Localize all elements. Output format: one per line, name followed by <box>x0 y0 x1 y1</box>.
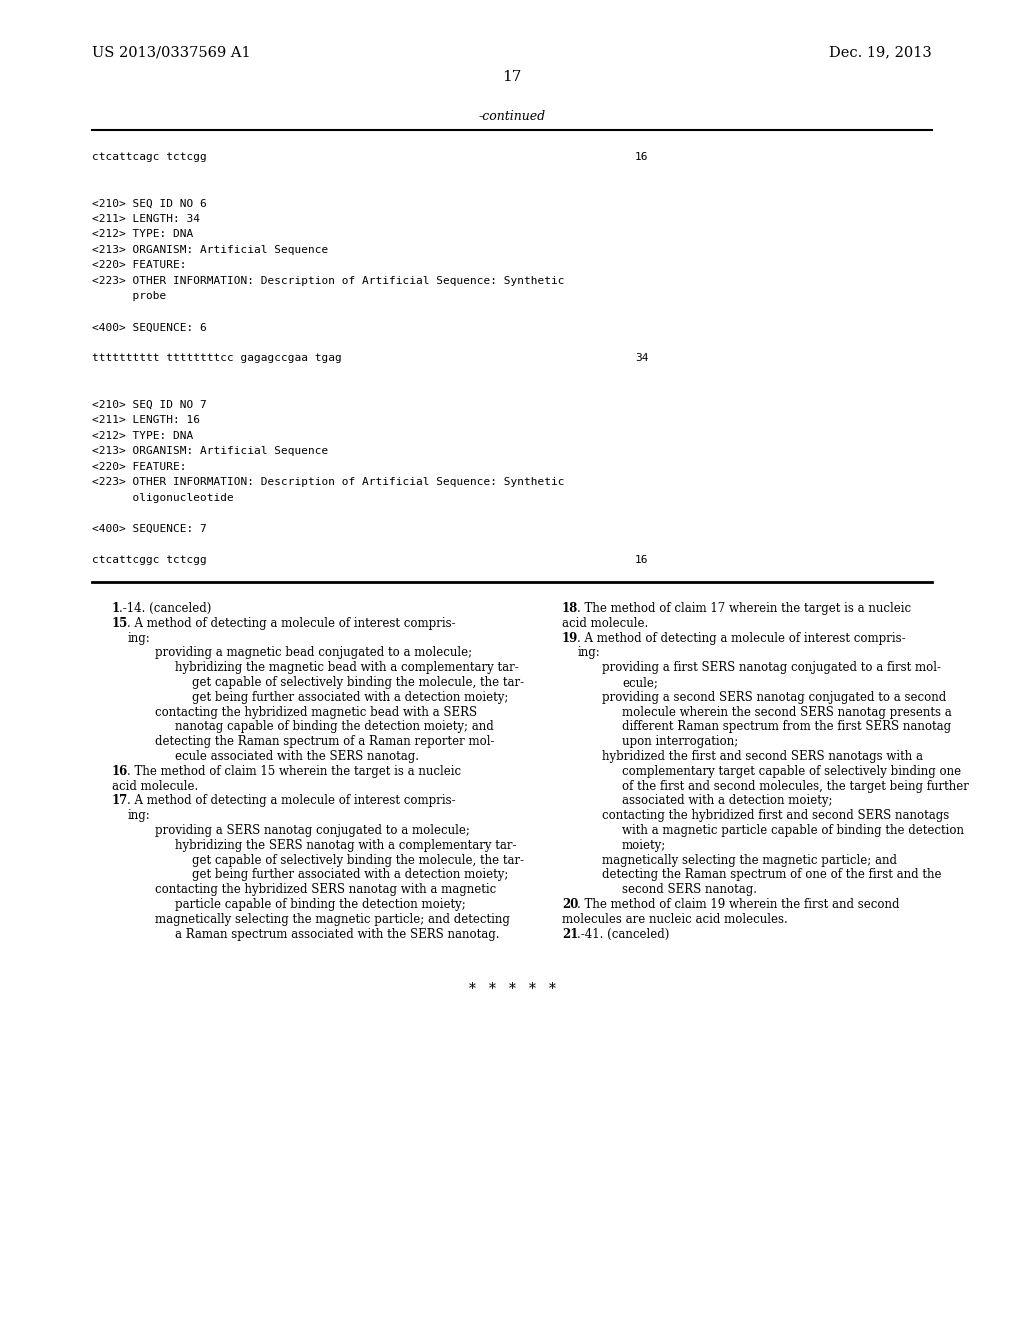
Text: hybridizing the magnetic bead with a complementary tar-: hybridizing the magnetic bead with a com… <box>175 661 519 675</box>
Text: <210> SEQ ID NO 7: <210> SEQ ID NO 7 <box>92 400 207 411</box>
Text: contacting the hybridized SERS nanotag with a magnetic: contacting the hybridized SERS nanotag w… <box>155 883 497 896</box>
Text: ctcattcagc tctcgg: ctcattcagc tctcgg <box>92 152 207 162</box>
Text: complementary target capable of selectively binding one: complementary target capable of selectiv… <box>622 764 962 777</box>
Text: nanotag capable of binding the detection moiety; and: nanotag capable of binding the detection… <box>175 721 494 734</box>
Text: ecule;: ecule; <box>622 676 657 689</box>
Text: 16: 16 <box>112 764 128 777</box>
Text: contacting the hybridized magnetic bead with a SERS: contacting the hybridized magnetic bead … <box>155 706 477 718</box>
Text: Dec. 19, 2013: Dec. 19, 2013 <box>829 45 932 59</box>
Text: moiety;: moiety; <box>622 838 667 851</box>
Text: 20: 20 <box>562 898 579 911</box>
Text: molecules are nucleic acid molecules.: molecules are nucleic acid molecules. <box>562 913 787 925</box>
Text: <211> LENGTH: 34: <211> LENGTH: 34 <box>92 214 200 224</box>
Text: ing:: ing: <box>128 631 151 644</box>
Text: of the first and second molecules, the target being further: of the first and second molecules, the t… <box>622 780 969 792</box>
Text: <400> SEQUENCE: 7: <400> SEQUENCE: 7 <box>92 524 207 535</box>
Text: 17: 17 <box>503 70 521 84</box>
Text: different Raman spectrum from the first SERS nanotag: different Raman spectrum from the first … <box>622 721 951 734</box>
Text: ctcattcggc tctcgg: ctcattcggc tctcgg <box>92 554 207 565</box>
Text: <213> ORGANISM: Artificial Sequence: <213> ORGANISM: Artificial Sequence <box>92 246 329 255</box>
Text: . The method of claim 15 wherein the target is a nucleic: . The method of claim 15 wherein the tar… <box>127 764 461 777</box>
Text: acid molecule.: acid molecule. <box>562 616 648 630</box>
Text: get capable of selectively binding the molecule, the tar-: get capable of selectively binding the m… <box>193 854 524 867</box>
Text: . A method of detecting a molecule of interest compris-: . A method of detecting a molecule of in… <box>577 631 905 644</box>
Text: <220> FEATURE:: <220> FEATURE: <box>92 462 186 473</box>
Text: get being further associated with a detection moiety;: get being further associated with a dete… <box>193 869 508 882</box>
Text: 16: 16 <box>635 554 648 565</box>
Text: a Raman spectrum associated with the SERS nanotag.: a Raman spectrum associated with the SER… <box>175 928 500 941</box>
Text: providing a first SERS nanotag conjugated to a first mol-: providing a first SERS nanotag conjugate… <box>602 661 941 675</box>
Text: detecting the Raman spectrum of a Raman reporter mol-: detecting the Raman spectrum of a Raman … <box>155 735 495 748</box>
Text: upon interrogation;: upon interrogation; <box>622 735 738 748</box>
Text: 16: 16 <box>635 152 648 162</box>
Text: . The method of claim 17 wherein the target is a nucleic: . The method of claim 17 wherein the tar… <box>577 602 910 615</box>
Text: tttttttttt ttttttttcc gagagccgaa tgag: tttttttttt ttttttttcc gagagccgaa tgag <box>92 354 342 363</box>
Text: <223> OTHER INFORMATION: Description of Artificial Sequence: Synthetic: <223> OTHER INFORMATION: Description of … <box>92 276 564 286</box>
Text: .-14. (canceled): .-14. (canceled) <box>120 602 212 615</box>
Text: providing a second SERS nanotag conjugated to a second: providing a second SERS nanotag conjugat… <box>602 690 946 704</box>
Text: <211> LENGTH: 16: <211> LENGTH: 16 <box>92 416 200 425</box>
Text: <212> TYPE: DNA: <212> TYPE: DNA <box>92 230 194 239</box>
Text: second SERS nanotag.: second SERS nanotag. <box>622 883 757 896</box>
Text: <400> SEQUENCE: 6: <400> SEQUENCE: 6 <box>92 322 207 333</box>
Text: oligonucleotide: oligonucleotide <box>92 492 233 503</box>
Text: get capable of selectively binding the molecule, the tar-: get capable of selectively binding the m… <box>193 676 524 689</box>
Text: probe: probe <box>92 292 166 301</box>
Text: <212> TYPE: DNA: <212> TYPE: DNA <box>92 432 194 441</box>
Text: acid molecule.: acid molecule. <box>112 780 199 792</box>
Text: 17: 17 <box>112 795 128 808</box>
Text: magnetically selecting the magnetic particle; and detecting: magnetically selecting the magnetic part… <box>155 913 510 925</box>
Text: .-41. (canceled): .-41. (canceled) <box>577 928 669 941</box>
Text: particle capable of binding the detection moiety;: particle capable of binding the detectio… <box>175 898 466 911</box>
Text: providing a magnetic bead conjugated to a molecule;: providing a magnetic bead conjugated to … <box>155 647 472 660</box>
Text: providing a SERS nanotag conjugated to a molecule;: providing a SERS nanotag conjugated to a… <box>155 824 470 837</box>
Text: 15: 15 <box>112 616 128 630</box>
Text: with a magnetic particle capable of binding the detection: with a magnetic particle capable of bind… <box>622 824 964 837</box>
Text: magnetically selecting the magnetic particle; and: magnetically selecting the magnetic part… <box>602 854 897 867</box>
Text: -continued: -continued <box>478 110 546 123</box>
Text: US 2013/0337569 A1: US 2013/0337569 A1 <box>92 45 251 59</box>
Text: *   *   *   *   *: * * * * * <box>469 982 555 997</box>
Text: associated with a detection moiety;: associated with a detection moiety; <box>622 795 833 808</box>
Text: hybridizing the SERS nanotag with a complementary tar-: hybridizing the SERS nanotag with a comp… <box>175 838 516 851</box>
Text: <210> SEQ ID NO 6: <210> SEQ ID NO 6 <box>92 198 207 209</box>
Text: 19: 19 <box>562 631 579 644</box>
Text: . A method of detecting a molecule of interest compris-: . A method of detecting a molecule of in… <box>127 616 456 630</box>
Text: ing:: ing: <box>578 647 601 660</box>
Text: 34: 34 <box>635 354 648 363</box>
Text: ing:: ing: <box>128 809 151 822</box>
Text: hybridized the first and second SERS nanotags with a: hybridized the first and second SERS nan… <box>602 750 923 763</box>
Text: 21: 21 <box>562 928 579 941</box>
Text: get being further associated with a detection moiety;: get being further associated with a dete… <box>193 690 508 704</box>
Text: molecule wherein the second SERS nanotag presents a: molecule wherein the second SERS nanotag… <box>622 706 951 718</box>
Text: <220> FEATURE:: <220> FEATURE: <box>92 260 186 271</box>
Text: detecting the Raman spectrum of one of the first and the: detecting the Raman spectrum of one of t… <box>602 869 941 882</box>
Text: . The method of claim 19 wherein the first and second: . The method of claim 19 wherein the fir… <box>577 898 899 911</box>
Text: . A method of detecting a molecule of interest compris-: . A method of detecting a molecule of in… <box>127 795 456 808</box>
Text: ecule associated with the SERS nanotag.: ecule associated with the SERS nanotag. <box>175 750 419 763</box>
Text: <223> OTHER INFORMATION: Description of Artificial Sequence: Synthetic: <223> OTHER INFORMATION: Description of … <box>92 478 564 487</box>
Text: 1: 1 <box>112 602 120 615</box>
Text: <213> ORGANISM: Artificial Sequence: <213> ORGANISM: Artificial Sequence <box>92 446 329 457</box>
Text: contacting the hybridized first and second SERS nanotags: contacting the hybridized first and seco… <box>602 809 949 822</box>
Text: 18: 18 <box>562 602 579 615</box>
